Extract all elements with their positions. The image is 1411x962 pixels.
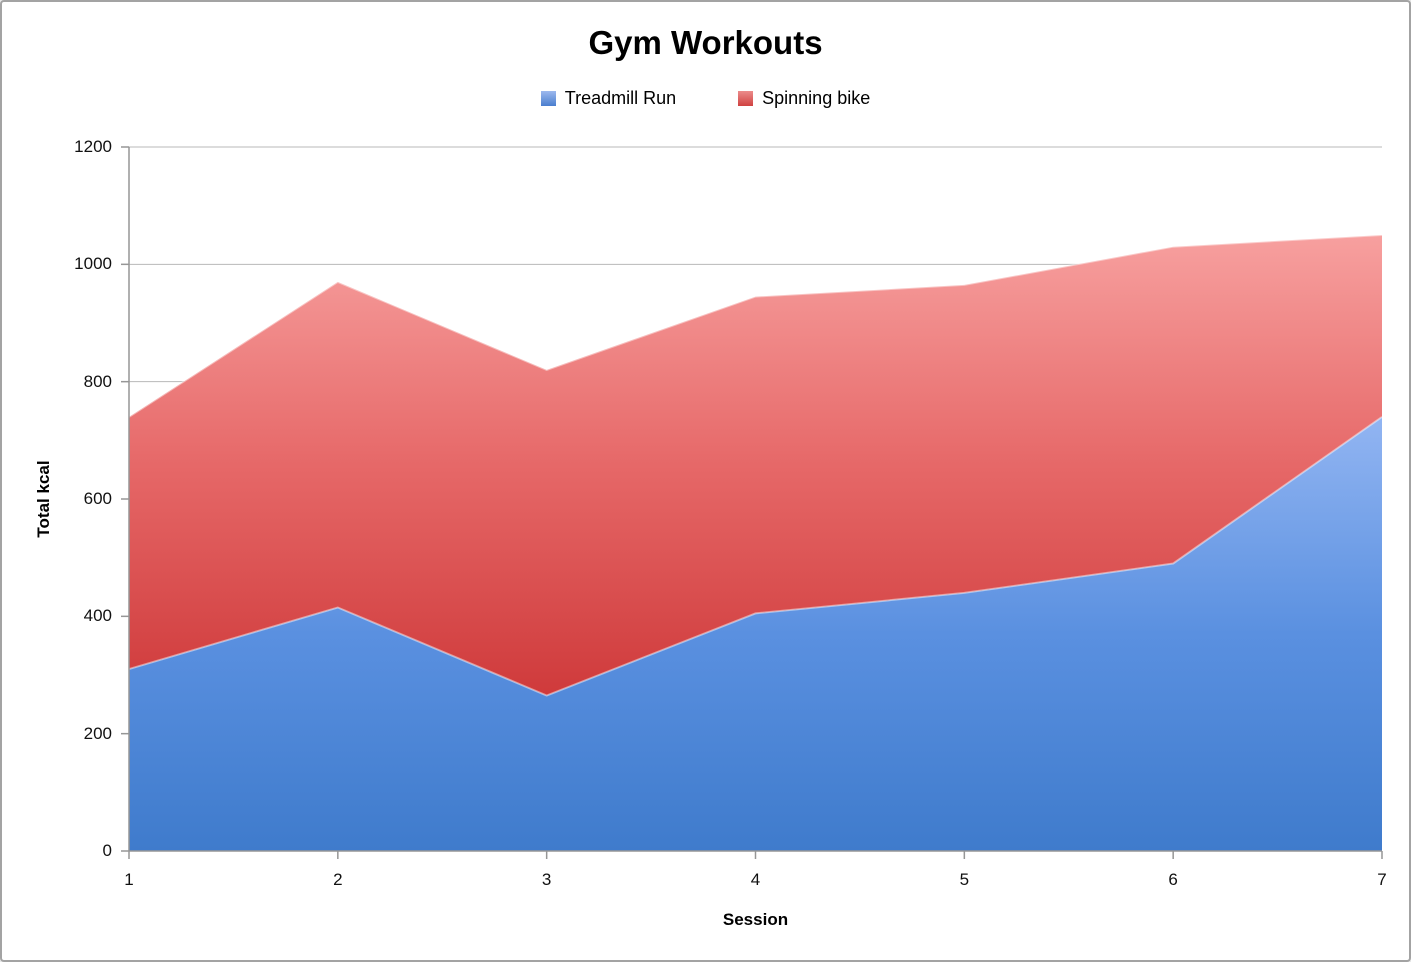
y-tick-label: 1200	[74, 137, 112, 156]
y-tick-label: 1000	[74, 254, 112, 274]
legend: Treadmill Run Spinning bike	[2, 88, 1409, 109]
y-tick-label: 200	[83, 723, 112, 743]
legend-item-treadmill-run[interactable]: Treadmill Run	[540, 88, 677, 109]
spinning-bike-swatch-icon	[738, 91, 754, 106]
y-tick-label: 400	[83, 606, 112, 626]
x-tick-label: 5	[959, 870, 970, 889]
x-axis-title: Session	[722, 910, 789, 929]
legend-item-spinning-bike[interactable]: Spinning bike	[738, 88, 870, 109]
treadmill-run-swatch-icon	[540, 91, 556, 106]
chart-title: Gym Workouts	[588, 24, 823, 61]
x-tick-label: 7	[1377, 870, 1387, 889]
x-tick-label: 3	[541, 870, 552, 889]
x-tick-label: 2	[333, 870, 343, 889]
y-tick-label: 800	[83, 371, 112, 391]
x-tick-label: 6	[1168, 870, 1178, 889]
y-tick-label: 600	[83, 489, 112, 508]
legend-label-treadmill-run: Treadmill Run	[564, 88, 677, 108]
x-tick-label: 4	[750, 870, 761, 889]
x-tick-label: 1	[124, 870, 134, 889]
legend-label-spinning-bike: Spinning bike	[762, 88, 871, 108]
y-tick-label: 0	[102, 841, 112, 860]
